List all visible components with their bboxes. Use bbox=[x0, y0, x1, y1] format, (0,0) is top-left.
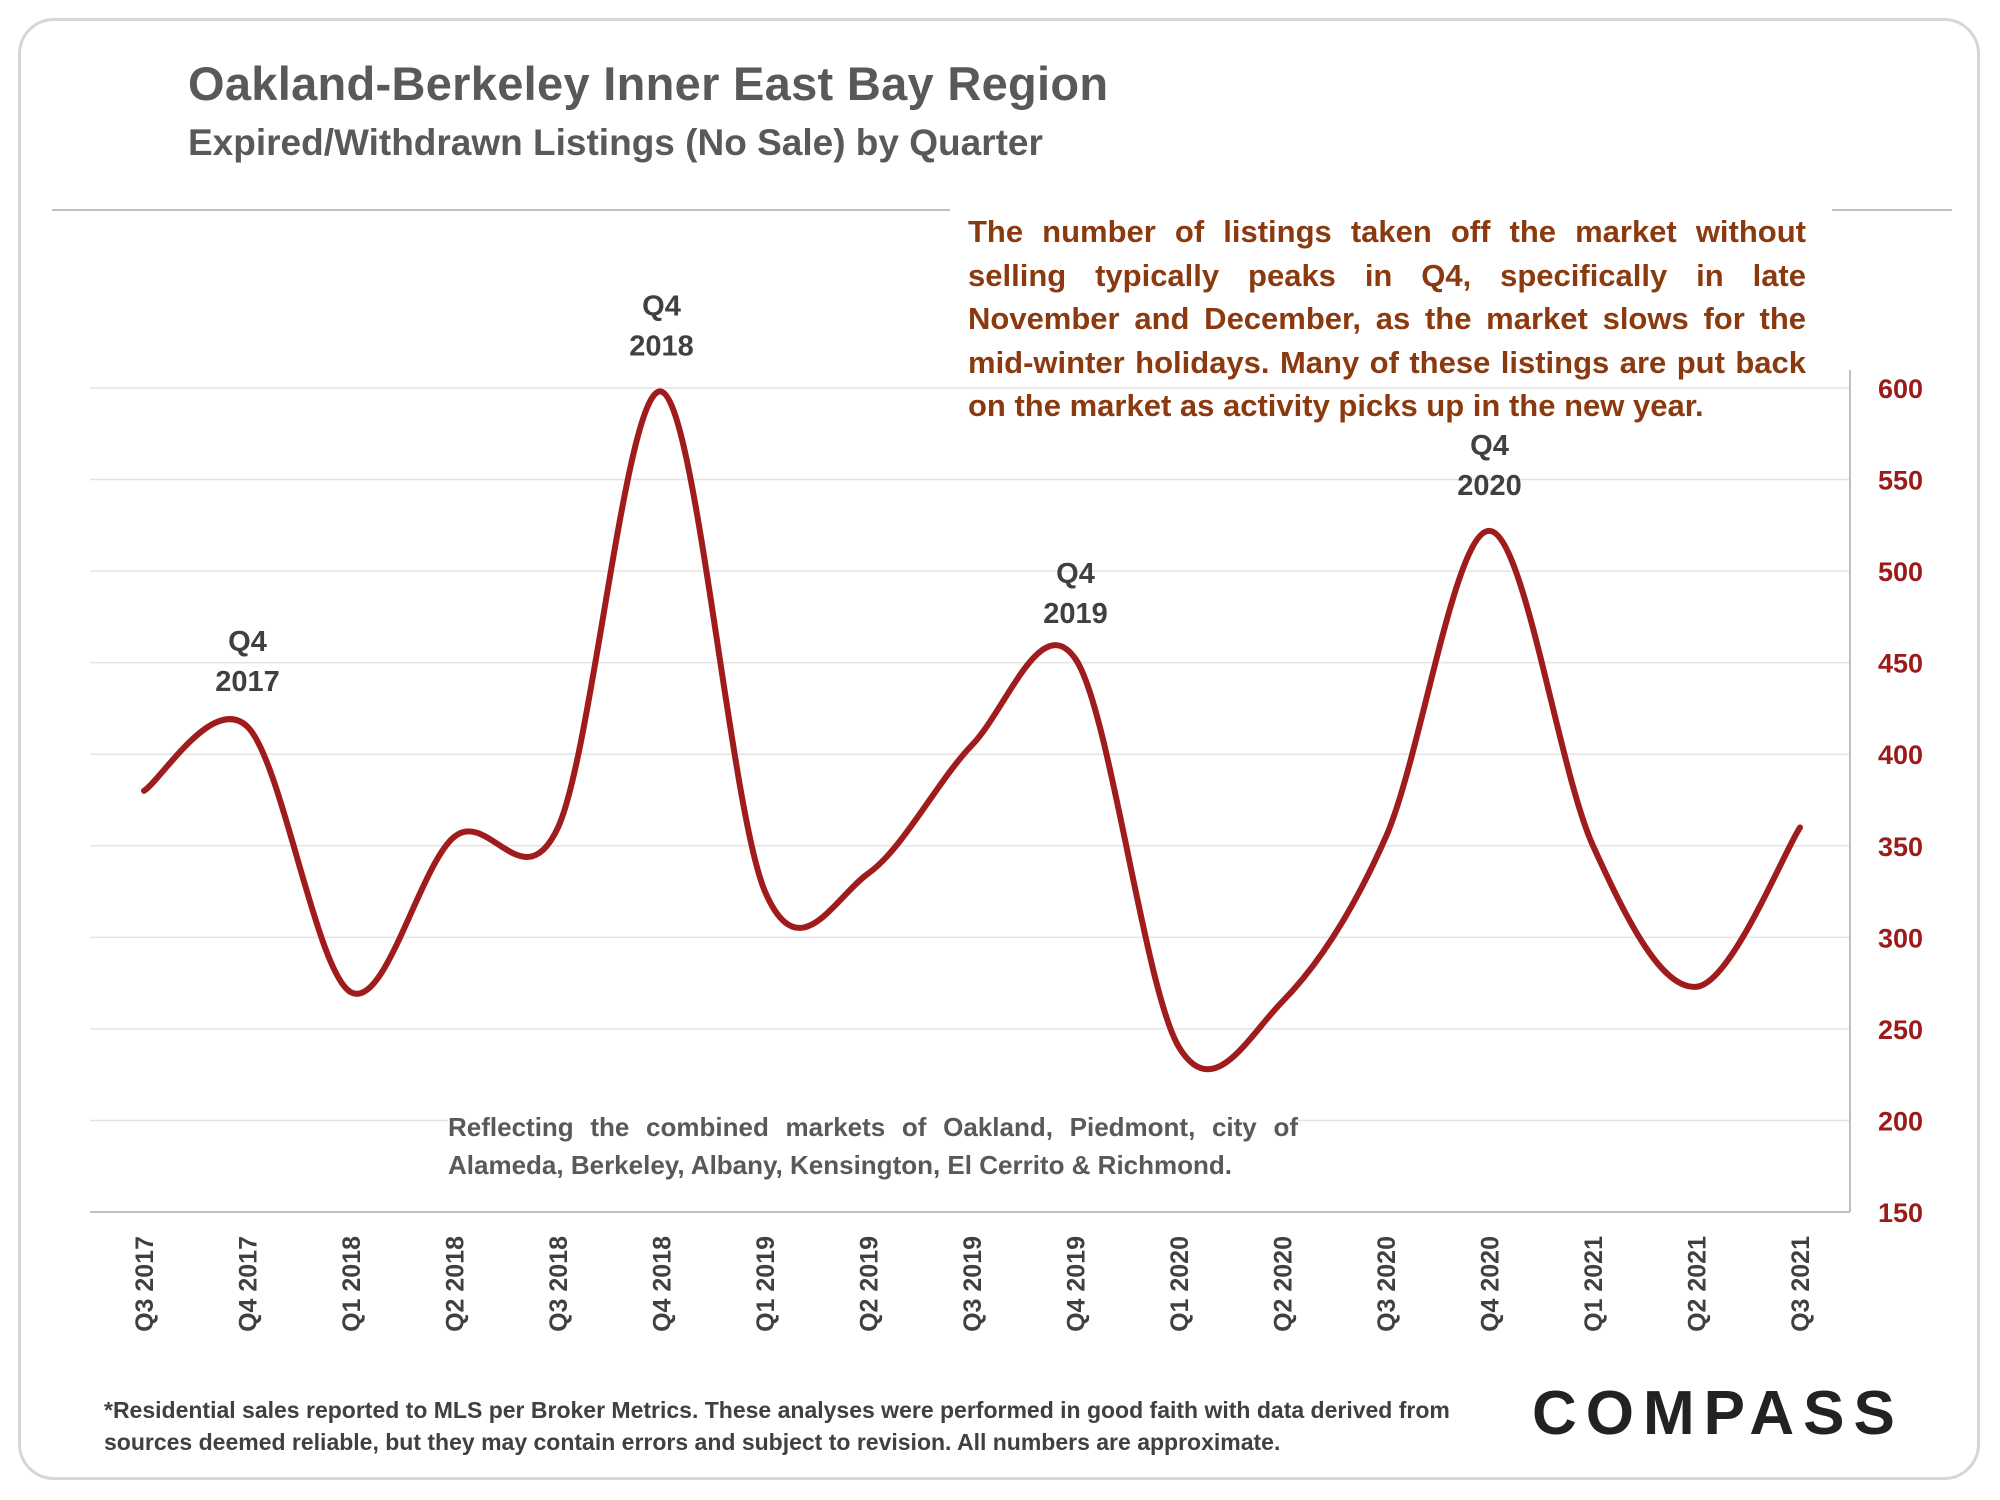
data-point bbox=[1176, 1044, 1182, 1050]
peak-label-quarter: Q4 bbox=[642, 291, 681, 323]
y-tick-label: 450 bbox=[1878, 649, 1923, 679]
x-tick-label: Q2 2020 bbox=[1270, 1236, 1298, 1332]
title-rule-left bbox=[52, 209, 950, 211]
data-point bbox=[1694, 984, 1700, 990]
x-tick-label: Q3 2017 bbox=[131, 1236, 159, 1332]
data-point bbox=[1590, 843, 1596, 849]
series-group bbox=[141, 388, 1803, 1073]
x-tick-label: Q4 2017 bbox=[235, 1236, 263, 1332]
x-tick-label: Q3 2021 bbox=[1787, 1236, 1815, 1332]
chart-frame bbox=[18, 18, 1980, 1480]
peak-label-quarter: Q4 bbox=[1056, 558, 1095, 590]
x-tick-label: Q3 2018 bbox=[545, 1236, 573, 1332]
peak-label-quarter: Q4 bbox=[1470, 430, 1509, 462]
data-point bbox=[141, 788, 147, 794]
x-tick-label: Q3 2020 bbox=[1373, 1236, 1401, 1332]
y-tick-label: 200 bbox=[1878, 1106, 1923, 1136]
data-point bbox=[1383, 834, 1389, 840]
peak-labels: Q4 2017 Q4 2018 Q4 2019 Q4 2020 bbox=[215, 291, 1522, 698]
data-point bbox=[762, 889, 768, 895]
y-tick-label: 400 bbox=[1878, 740, 1923, 770]
data-point bbox=[452, 834, 458, 840]
peak-label-year: 2020 bbox=[1457, 470, 1522, 502]
y-tick-label: 300 bbox=[1878, 923, 1923, 953]
data-point bbox=[555, 824, 561, 830]
region-note: Reflecting the combined markets of Oakla… bbox=[448, 1108, 1298, 1184]
data-point bbox=[659, 389, 665, 395]
chart-annotation: The number of listings taken off the mar… bbox=[968, 214, 1806, 423]
y-tick-label: 500 bbox=[1878, 557, 1923, 587]
chart-title: Oakland-Berkeley Inner East Bay Region bbox=[188, 57, 1109, 110]
y-axis-ticks: 150 200 250 300 350 400 450 500 550 600 bbox=[1878, 374, 1923, 1228]
x-tick-label: Q3 2019 bbox=[959, 1236, 987, 1332]
x-tick-label: Q2 2019 bbox=[856, 1236, 884, 1332]
title-rule-right bbox=[1832, 209, 1952, 211]
x-tick-label: Q2 2018 bbox=[442, 1236, 470, 1332]
y-tick-label: 600 bbox=[1878, 374, 1923, 404]
data-point bbox=[1487, 528, 1493, 534]
gridlines bbox=[90, 370, 1851, 1213]
compass-logo: COMPASS bbox=[1532, 1379, 1904, 1448]
series-line bbox=[141, 388, 1803, 1073]
peak-label-quarter: Q4 bbox=[228, 626, 267, 658]
x-axis-ticks: Q3 2017 Q4 2017 Q1 2018 Q2 2018 Q3 2018 Q4 20… bbox=[131, 1236, 1815, 1332]
peak-label-year: 2018 bbox=[629, 331, 694, 363]
x-tick-label: Q1 2021 bbox=[1580, 1236, 1608, 1332]
x-tick-label: Q1 2019 bbox=[752, 1236, 780, 1332]
data-point bbox=[969, 742, 975, 748]
chart-subtitle: Expired/Withdrawn Listings (No Sale) by … bbox=[188, 122, 1043, 163]
x-tick-label: Q4 2020 bbox=[1477, 1236, 1505, 1332]
x-tick-label: Q2 2021 bbox=[1684, 1236, 1712, 1332]
x-tick-label: Q4 2018 bbox=[649, 1236, 677, 1332]
peak-label-year: 2019 bbox=[1043, 598, 1108, 630]
y-tick-label: 150 bbox=[1878, 1198, 1923, 1228]
y-tick-label: 550 bbox=[1878, 466, 1923, 496]
peak-label-year: 2017 bbox=[215, 666, 280, 698]
data-point bbox=[1797, 824, 1803, 830]
x-tick-label: Q4 2019 bbox=[1063, 1236, 1091, 1332]
x-tick-label: Q1 2018 bbox=[338, 1236, 366, 1332]
x-tick-label: Q1 2020 bbox=[1166, 1236, 1194, 1332]
y-tick-label: 350 bbox=[1878, 832, 1923, 862]
data-point bbox=[866, 870, 872, 876]
y-tick-label: 250 bbox=[1878, 1015, 1923, 1045]
source-footnote: *Residential sales reported to MLS per B… bbox=[104, 1397, 1450, 1455]
data-point bbox=[348, 989, 354, 995]
data-point bbox=[245, 724, 251, 730]
data-point bbox=[1280, 998, 1286, 1004]
data-point bbox=[1073, 656, 1079, 662]
